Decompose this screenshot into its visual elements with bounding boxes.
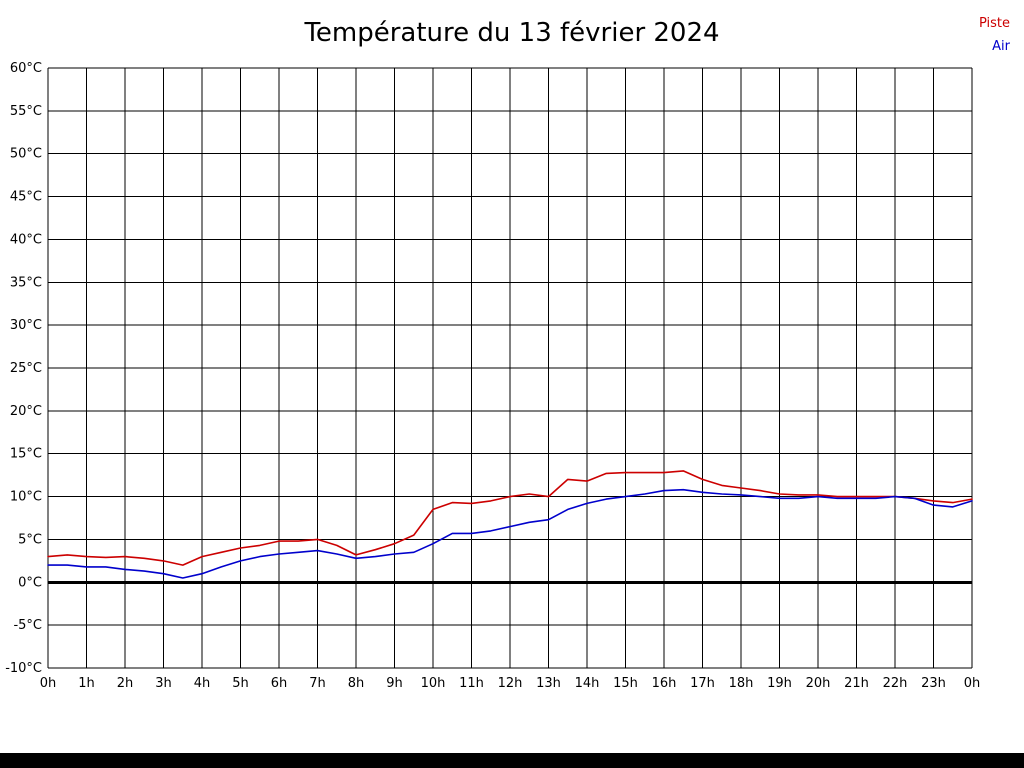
- x-tick-label: 0h: [40, 676, 57, 691]
- x-tick-label: 9h: [386, 676, 403, 691]
- x-tick-label: 5h: [232, 676, 249, 691]
- x-tick-label: 6h: [271, 676, 288, 691]
- y-tick-label: 5°C: [18, 532, 42, 547]
- x-tick-label: 18h: [729, 676, 754, 691]
- x-tick-label: 12h: [498, 676, 523, 691]
- y-tick-label: 20°C: [10, 404, 42, 419]
- y-tick-label: 50°C: [10, 147, 42, 162]
- x-tick-label: 3h: [155, 676, 172, 691]
- y-tick-label: 0°C: [18, 575, 42, 590]
- y-tick-label: -10°C: [5, 661, 42, 676]
- y-tick-label: 55°C: [10, 104, 42, 119]
- x-tick-label: 14h: [575, 676, 600, 691]
- x-tick-label: 20h: [806, 676, 831, 691]
- series-line-piste: [47, 470, 973, 566]
- x-tick-label: 23h: [921, 676, 946, 691]
- chart-title: Température du 13 février 2024: [304, 18, 720, 48]
- bottom-bar: [0, 753, 1024, 768]
- y-tick-label: 45°C: [10, 190, 42, 205]
- y-tick-label: 10°C: [10, 490, 42, 505]
- y-tick-label: 40°C: [10, 232, 42, 247]
- x-tick-label: 22h: [883, 676, 908, 691]
- x-tick-label: 0h: [964, 676, 981, 691]
- legend-item-air: Air: [992, 39, 1010, 54]
- legend-item-piste: Piste: [978, 16, 1010, 31]
- y-tick-label: 60°C: [10, 61, 42, 76]
- x-tick-label: 8h: [348, 676, 365, 691]
- x-tick-label: 1h: [78, 676, 95, 691]
- y-tick-label: 25°C: [10, 361, 42, 376]
- series-line-air: [47, 488, 973, 579]
- x-tick-label: 4h: [194, 676, 211, 691]
- y-tick-label: 30°C: [10, 318, 42, 333]
- x-tick-label: 11h: [459, 676, 484, 691]
- x-tick-label: 7h: [309, 676, 326, 691]
- x-tick-label: 15h: [613, 676, 638, 691]
- y-tick-label: 15°C: [10, 447, 42, 462]
- legend: Piste Air: [979, 12, 1010, 58]
- y-tick-label: -5°C: [13, 618, 42, 633]
- y-tick-label: 35°C: [10, 275, 42, 290]
- x-tick-label: 10h: [421, 676, 446, 691]
- x-tick-label: 17h: [690, 676, 715, 691]
- x-tick-label: 16h: [652, 676, 677, 691]
- x-tick-label: 19h: [767, 676, 792, 691]
- x-tick-label: 13h: [536, 676, 561, 691]
- x-tick-label: 2h: [117, 676, 134, 691]
- x-tick-label: 21h: [844, 676, 869, 691]
